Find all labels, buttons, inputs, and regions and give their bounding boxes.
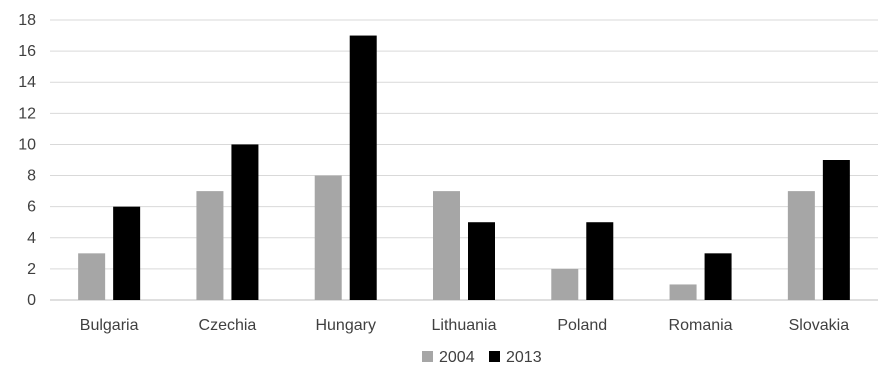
x-category-label: Lithuania [432, 317, 497, 334]
y-tick-label: 6 [27, 199, 36, 216]
bar-2004-czechia [196, 191, 224, 300]
x-axis-labels: Bulgaria Czechia Hungary Lithuania Poland Rom… [80, 317, 849, 334]
bar-2013-hungary [349, 35, 377, 301]
x-category-label: Romania [669, 317, 733, 334]
bar-2013-romania [704, 253, 732, 300]
gridlines [50, 19, 878, 301]
x-category-label: Hungary [315, 317, 375, 334]
bar-2004-bulgaria [78, 253, 106, 300]
bar-2013-czechia [231, 144, 259, 300]
x-category-label: Bulgaria [80, 317, 139, 334]
legend: 2004 2013 [422, 349, 542, 366]
y-tick-label: 4 [27, 230, 36, 247]
x-category-label: Poland [557, 317, 607, 334]
legend-swatch-2013 [489, 351, 500, 362]
x-category-label: Czechia [199, 317, 257, 334]
y-tick-label: 2 [27, 261, 36, 278]
y-tick-label: 14 [18, 74, 36, 91]
bar-2004-romania [669, 284, 697, 300]
bar-2004-poland [551, 268, 579, 300]
bar-2013-bulgaria [113, 206, 141, 300]
legend-label-2004: 2004 [439, 349, 475, 366]
bar-2004-slovakia [787, 191, 815, 300]
y-axis-ticks: 0 2 4 6 8 10 12 14 16 18 [18, 12, 36, 309]
x-category-label: Slovakia [789, 317, 850, 334]
y-tick-label: 10 [18, 136, 36, 153]
y-tick-label: 18 [18, 12, 36, 29]
bar-2013-poland [586, 222, 614, 300]
bar-2013-lithuania [468, 222, 495, 300]
bars [78, 35, 850, 301]
legend-label-2013: 2013 [506, 349, 542, 366]
y-tick-label: 8 [27, 168, 36, 185]
y-tick-label: 12 [18, 105, 36, 122]
bar-2004-hungary [314, 175, 342, 300]
y-tick-label: 0 [27, 292, 36, 309]
bar-2004-lithuania [433, 191, 460, 300]
y-tick-label: 16 [18, 43, 36, 60]
bar-2013-slovakia [822, 160, 850, 300]
legend-swatch-2004 [422, 351, 433, 362]
